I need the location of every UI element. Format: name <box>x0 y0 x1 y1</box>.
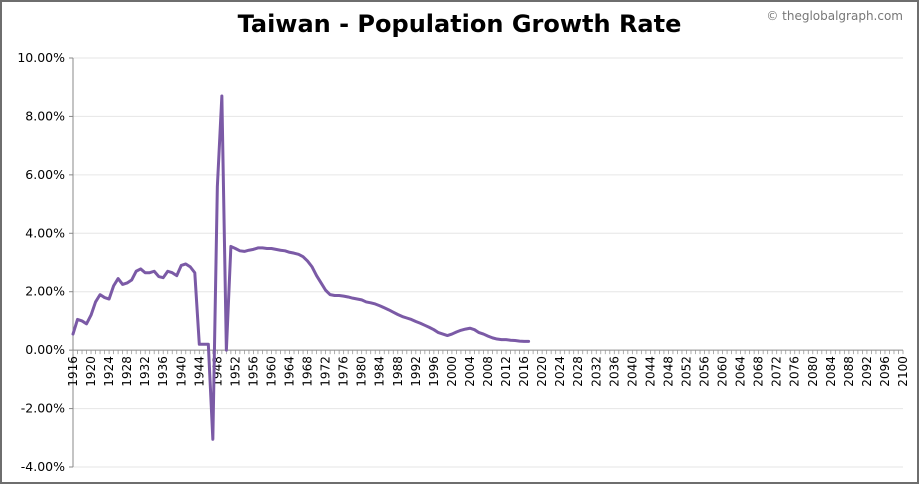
x-tick-label: 1996 <box>427 356 441 387</box>
x-tick-label: 2096 <box>878 356 892 387</box>
x-tick-label: 2052 <box>679 356 693 387</box>
x-tick-label: 2008 <box>481 356 495 387</box>
y-tick-label: -2.00% <box>21 401 65 416</box>
y-tick-label: 6.00% <box>25 167 65 182</box>
x-tick-label: 1956 <box>246 356 260 387</box>
x-tick-label: 1952 <box>228 356 242 387</box>
y-axis-ticks: -4.00% -2.00% 0.00% 2.00% 4.00% 6.00% 8.00% 10.… <box>17 50 73 474</box>
x-tick-label: 2068 <box>752 356 766 387</box>
x-tick-label: 1920 <box>84 356 98 387</box>
x-tick-label: 1944 <box>192 356 206 387</box>
x-tick-label: 2012 <box>499 356 513 387</box>
x-tick-label: 2088 <box>842 356 856 387</box>
y-tick-label: 10.00% <box>17 50 65 65</box>
x-tick-label: 2028 <box>571 356 585 387</box>
x-tick-label: 2040 <box>625 356 639 387</box>
x-tick-label: 1960 <box>264 356 278 387</box>
x-tick-label: 1936 <box>156 356 170 387</box>
x-tick-label: 1924 <box>102 356 116 387</box>
series-group <box>71 94 531 441</box>
x-tick-label: 1964 <box>283 356 297 387</box>
x-tick-label: 2004 <box>463 356 477 387</box>
y-tick-label: 4.00% <box>25 225 65 240</box>
y-tick-label: 2.00% <box>25 284 65 299</box>
x-tick-label: 1932 <box>138 356 152 387</box>
x-tick-label: 1992 <box>409 356 423 387</box>
x-tick-label: 2092 <box>860 356 874 387</box>
axes <box>72 58 903 467</box>
x-tick-label: 2064 <box>734 356 748 387</box>
series-line <box>71 94 531 441</box>
x-tick-label: 2048 <box>661 356 675 387</box>
credit-text: © theglobalgraph.com <box>766 9 903 23</box>
x-tick-label: 2084 <box>824 356 838 387</box>
y-tick-label: 8.00% <box>25 108 65 123</box>
x-tick-label: 1980 <box>355 356 369 387</box>
x-tick-label: 1928 <box>120 356 134 387</box>
x-tick-label: 2024 <box>553 356 567 387</box>
x-tick-label: 2076 <box>788 356 802 387</box>
x-tick-label: 1972 <box>319 356 333 387</box>
gridlines <box>73 57 903 468</box>
x-tick-label: 2000 <box>445 356 459 387</box>
x-tick-label: 1988 <box>391 356 405 387</box>
x-tick-label: 2080 <box>806 356 820 387</box>
x-tick-label: 2032 <box>589 356 603 387</box>
x-tick-label: 2016 <box>517 356 531 387</box>
x-tick-label: 2100 <box>896 356 910 387</box>
x-tick-label: 2036 <box>607 356 621 387</box>
y-tick-label: 0.00% <box>25 342 65 357</box>
x-tick-label: 2044 <box>643 356 657 387</box>
x-tick-label: 1976 <box>337 356 351 387</box>
x-tick-label: 2072 <box>770 356 784 387</box>
x-axis-ticks: 1916 1920 1924 1928 1932 1936 1940 1944 1948 1952… <box>66 350 910 387</box>
x-tick-label: 1916 <box>66 356 80 387</box>
x-tick-label: 2056 <box>698 356 712 387</box>
x-tick-label: 1968 <box>301 356 315 387</box>
y-tick-label: -4.00% <box>21 459 65 474</box>
x-tick-label: 1984 <box>373 356 387 387</box>
chart-title: Taiwan - Population Growth Rate <box>237 10 682 38</box>
x-tick-label: 1940 <box>174 356 188 387</box>
x-tick-label: 2020 <box>535 356 549 387</box>
x-tick-label: 2060 <box>716 356 730 387</box>
